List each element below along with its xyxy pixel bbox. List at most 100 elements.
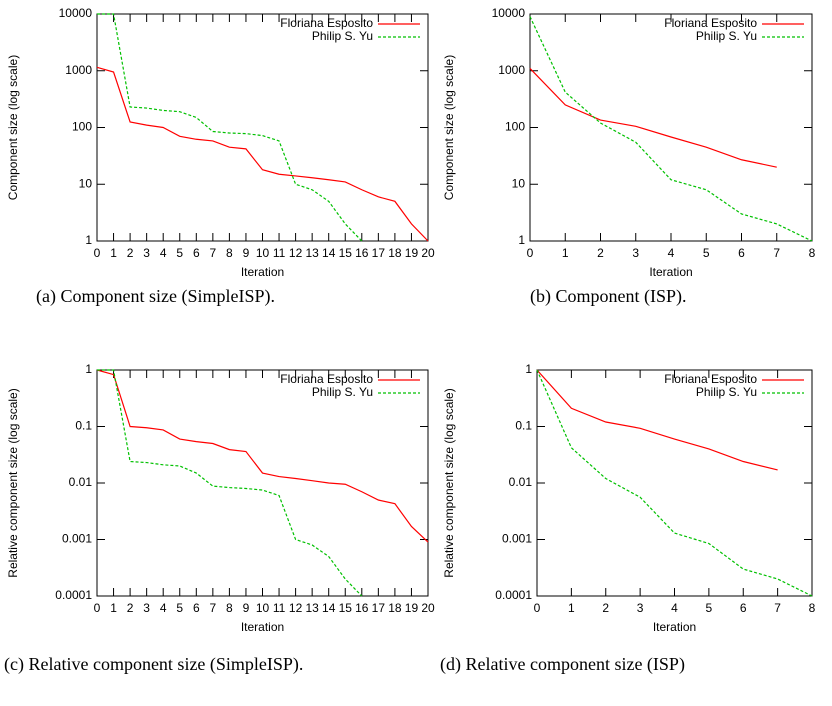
x-tick-label: 1 bbox=[110, 601, 117, 615]
legend-label: Philip S. Yu bbox=[696, 29, 757, 43]
x-tick-label: 8 bbox=[809, 246, 816, 260]
caption: (c) Relative component size (SimpleISP). bbox=[4, 654, 304, 674]
x-tick-label: 1 bbox=[110, 246, 117, 260]
x-tick-label: 2 bbox=[127, 601, 134, 615]
x-tick-label: 5 bbox=[706, 601, 713, 615]
x-tick-label: 8 bbox=[226, 246, 233, 260]
y-tick-label: 0.1 bbox=[75, 419, 92, 433]
x-tick-label: 17 bbox=[372, 601, 386, 615]
y-tick-label: 0.0001 bbox=[495, 588, 532, 602]
x-tick-label: 1 bbox=[568, 601, 575, 615]
x-tick-label: 15 bbox=[339, 601, 353, 615]
legend-label: Philip S. Yu bbox=[312, 385, 373, 399]
x-tick-label: 13 bbox=[305, 246, 319, 260]
x-tick-label: 6 bbox=[740, 601, 747, 615]
caption: (d) Relative component size (ISP) bbox=[440, 654, 685, 674]
y-tick-label: 1 bbox=[85, 233, 92, 247]
y-tick-label: 0.001 bbox=[502, 532, 532, 546]
y-tick-label: 0.01 bbox=[69, 475, 93, 489]
x-tick-label: 3 bbox=[143, 601, 150, 615]
x-axis-label: Iteration bbox=[649, 265, 692, 279]
legend-label: Floriana Esposito bbox=[280, 372, 373, 386]
x-tick-label: 9 bbox=[243, 601, 250, 615]
x-tick-label: 20 bbox=[421, 246, 435, 260]
x-tick-label: 12 bbox=[289, 246, 303, 260]
x-tick-label: 3 bbox=[632, 246, 639, 260]
legend-label: Floriana Esposito bbox=[664, 372, 757, 386]
y-tick-label: 10 bbox=[79, 176, 93, 190]
x-tick-label: 4 bbox=[160, 601, 167, 615]
series-line bbox=[97, 369, 363, 597]
x-tick-label: 1 bbox=[562, 246, 569, 260]
x-tick-label: 7 bbox=[210, 601, 217, 615]
series-line bbox=[96, 369, 429, 543]
x-tick-label: 3 bbox=[637, 601, 644, 615]
x-tick-label: 2 bbox=[597, 246, 604, 260]
x-axis-label: Iteration bbox=[653, 620, 696, 634]
y-tick-label: 10000 bbox=[59, 6, 93, 20]
legend-label: Floriana Esposito bbox=[280, 16, 373, 30]
x-tick-label: 5 bbox=[176, 601, 183, 615]
x-tick-label: 6 bbox=[193, 246, 200, 260]
x-tick-label: 12 bbox=[289, 601, 303, 615]
plot-frame bbox=[96, 369, 429, 597]
y-tick-label: 1 bbox=[518, 233, 525, 247]
series-line bbox=[529, 16, 813, 242]
x-axis-label: Iteration bbox=[241, 265, 284, 279]
x-tick-label: 19 bbox=[405, 601, 419, 615]
series-line bbox=[96, 66, 429, 242]
x-tick-label: 4 bbox=[160, 246, 167, 260]
x-tick-label: 18 bbox=[388, 601, 402, 615]
x-tick-label: 2 bbox=[127, 246, 134, 260]
x-tick-label: 11 bbox=[273, 246, 286, 260]
x-tick-label: 14 bbox=[322, 246, 336, 260]
x-tick-label: 6 bbox=[738, 246, 745, 260]
y-tick-label: 1000 bbox=[65, 63, 92, 77]
x-tick-label: 16 bbox=[355, 246, 369, 260]
x-tick-label: 8 bbox=[226, 601, 233, 615]
x-tick-label: 10 bbox=[256, 246, 270, 260]
x-tick-label: 5 bbox=[703, 246, 710, 260]
x-tick-label: 7 bbox=[210, 246, 217, 260]
x-tick-label: 9 bbox=[243, 246, 250, 260]
x-tick-label: 14 bbox=[322, 601, 336, 615]
caption: (a) Component size (SimpleISP). bbox=[36, 286, 275, 306]
series-line bbox=[97, 13, 363, 242]
x-tick-label: 5 bbox=[176, 246, 183, 260]
legend-label: Philip S. Yu bbox=[312, 29, 373, 43]
x-tick-label: 20 bbox=[421, 601, 435, 615]
caption: (b) Component (ISP). bbox=[530, 286, 687, 306]
y-tick-label: 100 bbox=[72, 120, 92, 134]
x-tick-label: 2 bbox=[602, 601, 609, 615]
y-tick-label: 0.001 bbox=[62, 532, 92, 546]
y-tick-label: 0.01 bbox=[509, 475, 533, 489]
plot-frame bbox=[96, 13, 429, 242]
y-tick-label: 10000 bbox=[492, 6, 526, 20]
y-axis-label: Component size (log scale) bbox=[442, 55, 456, 200]
y-tick-label: 1000 bbox=[498, 63, 525, 77]
y-tick-label: 0.0001 bbox=[55, 588, 92, 602]
y-axis-label: Relative component size (log scale) bbox=[6, 388, 20, 577]
x-tick-label: 0 bbox=[94, 601, 101, 615]
plot-frame bbox=[529, 13, 813, 242]
x-tick-label: 0 bbox=[527, 246, 534, 260]
x-tick-label: 6 bbox=[193, 601, 200, 615]
x-tick-label: 13 bbox=[305, 601, 319, 615]
x-tick-label: 4 bbox=[671, 601, 678, 615]
series-line bbox=[529, 67, 777, 168]
x-tick-label: 19 bbox=[405, 246, 419, 260]
y-tick-label: 10 bbox=[512, 176, 526, 190]
x-tick-label: 8 bbox=[809, 601, 816, 615]
series-line bbox=[536, 369, 813, 597]
legend-label: Floriana Esposito bbox=[664, 16, 757, 30]
y-tick-label: 1 bbox=[525, 362, 532, 376]
plot-frame bbox=[536, 369, 813, 597]
x-tick-label: 7 bbox=[773, 246, 780, 260]
x-tick-label: 11 bbox=[273, 601, 286, 615]
x-tick-label: 10 bbox=[256, 601, 270, 615]
x-tick-label: 16 bbox=[355, 601, 369, 615]
y-axis-label: Relative component size (log scale) bbox=[442, 388, 456, 577]
y-tick-label: 0.1 bbox=[515, 419, 532, 433]
x-tick-label: 0 bbox=[94, 246, 101, 260]
